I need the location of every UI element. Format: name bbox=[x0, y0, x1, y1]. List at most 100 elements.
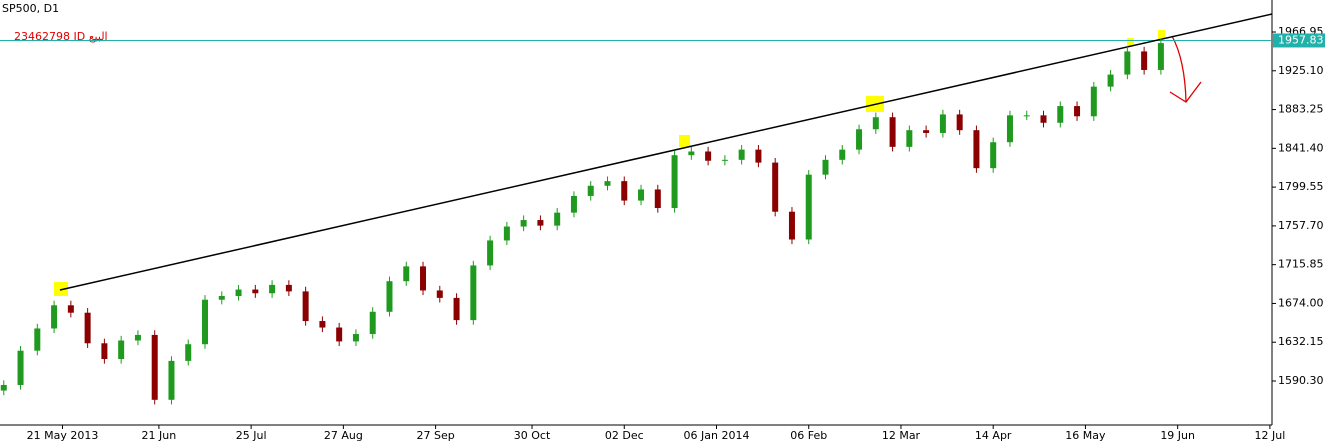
y-tick-label: 1674.00 bbox=[1278, 296, 1324, 309]
candle-body bbox=[436, 290, 443, 298]
x-tick-label: 12 Mar bbox=[882, 429, 921, 442]
candle-body bbox=[923, 130, 930, 133]
candle-body bbox=[1141, 51, 1148, 70]
candle-body bbox=[822, 159, 829, 175]
candle-body bbox=[621, 181, 628, 201]
candle-body bbox=[872, 117, 879, 130]
candle-body bbox=[1040, 115, 1047, 123]
candle-body bbox=[17, 350, 24, 385]
candle-body bbox=[1107, 74, 1114, 87]
candle-body bbox=[285, 284, 292, 292]
x-tick-label: 06 Feb bbox=[790, 429, 827, 442]
x-tick-label: 06 Jan 2014 bbox=[684, 429, 750, 442]
x-tick-label: 25 Jul bbox=[236, 429, 267, 442]
candle-body bbox=[654, 189, 661, 209]
candle-body bbox=[420, 266, 427, 291]
highlight bbox=[1158, 30, 1165, 39]
candle-body bbox=[0, 384, 7, 391]
candle-body bbox=[738, 149, 745, 160]
candle-body bbox=[336, 327, 343, 342]
x-tick-label: 30 Oct bbox=[514, 429, 551, 442]
candle-body bbox=[856, 129, 863, 150]
x-tick-label: 19 Jun bbox=[1160, 429, 1195, 442]
candle-body bbox=[537, 220, 544, 226]
chart-title: SP500, D1 bbox=[2, 2, 59, 15]
candle-body bbox=[168, 360, 175, 400]
candle-body bbox=[202, 299, 209, 345]
y-tick-label: 1632.15 bbox=[1278, 335, 1324, 348]
trendline bbox=[59, 13, 1273, 291]
candle-body bbox=[705, 151, 712, 161]
candle-body bbox=[604, 181, 611, 186]
candle-body bbox=[151, 334, 158, 400]
candle-body bbox=[1124, 51, 1131, 75]
candle-body bbox=[839, 149, 846, 160]
annotation: 23462798 ID البيع bbox=[14, 30, 108, 43]
candle-body bbox=[805, 174, 812, 240]
y-tick-label: 1590.30 bbox=[1278, 374, 1324, 387]
candle-body bbox=[973, 130, 980, 169]
candle-body bbox=[755, 149, 762, 163]
candle-body bbox=[520, 220, 527, 227]
candle-body bbox=[671, 155, 678, 209]
candle-body bbox=[587, 185, 594, 196]
candle-body bbox=[101, 343, 108, 360]
candle-body bbox=[84, 312, 91, 344]
candle-body bbox=[939, 114, 946, 133]
x-tick-label: 27 Sep bbox=[416, 429, 454, 442]
candle-body bbox=[1023, 115, 1030, 117]
y-tick-label: 1757.70 bbox=[1278, 219, 1324, 232]
candle-body bbox=[34, 328, 41, 351]
candle-body bbox=[1057, 106, 1064, 123]
candle-body bbox=[51, 305, 58, 329]
y-tick-label: 1883.25 bbox=[1278, 103, 1324, 116]
candle-body bbox=[118, 340, 125, 360]
candle-body bbox=[1157, 43, 1164, 70]
candle-body bbox=[688, 151, 695, 156]
candle-body bbox=[956, 114, 963, 131]
candle-body bbox=[235, 289, 242, 297]
candle-body bbox=[638, 189, 645, 201]
x-tick-label: 02 Dec bbox=[605, 429, 644, 442]
y-tick-label: 1841.40 bbox=[1278, 141, 1324, 154]
x-tick-label: 12 Jul bbox=[1255, 429, 1286, 442]
y-tick-label: 1799.55 bbox=[1278, 180, 1324, 193]
candle-body bbox=[319, 321, 326, 328]
candle-body bbox=[1090, 86, 1097, 117]
level-label-box bbox=[1273, 33, 1325, 48]
candle-body bbox=[470, 265, 477, 321]
candle-body bbox=[67, 305, 74, 313]
candle-body bbox=[503, 226, 510, 241]
candle-body bbox=[218, 296, 225, 300]
candle-body bbox=[487, 240, 494, 266]
x-tick-label: 27 Aug bbox=[324, 429, 363, 442]
candle-body bbox=[134, 334, 141, 341]
candle-body bbox=[721, 159, 728, 161]
candle-body bbox=[386, 281, 393, 312]
x-tick-label: 16 May bbox=[1065, 429, 1106, 442]
candle-body bbox=[772, 162, 779, 212]
candle-body bbox=[788, 211, 795, 240]
candle-body bbox=[453, 297, 460, 321]
x-tick-label: 14 Apr bbox=[975, 429, 1012, 442]
candle-body bbox=[403, 266, 410, 282]
x-tick-label: 21 Jun bbox=[142, 429, 177, 442]
level-label: 1957.83 bbox=[1278, 33, 1324, 46]
x-tick-label: 21 May 2013 bbox=[27, 429, 99, 442]
y-tick-label: 1925.10 bbox=[1278, 64, 1324, 77]
candle-body bbox=[990, 142, 997, 169]
candle-body bbox=[554, 212, 561, 226]
candle-body bbox=[185, 344, 192, 361]
candle-body bbox=[1074, 106, 1081, 117]
candle-body bbox=[369, 311, 376, 335]
candle-body bbox=[1006, 115, 1013, 143]
candle-body bbox=[252, 289, 259, 294]
candle-body bbox=[269, 284, 276, 294]
candle-body bbox=[570, 195, 577, 213]
candle-body bbox=[352, 334, 359, 342]
candle-body bbox=[906, 130, 913, 147]
highlight bbox=[679, 135, 690, 147]
y-tick-label: 1715.85 bbox=[1278, 258, 1324, 271]
